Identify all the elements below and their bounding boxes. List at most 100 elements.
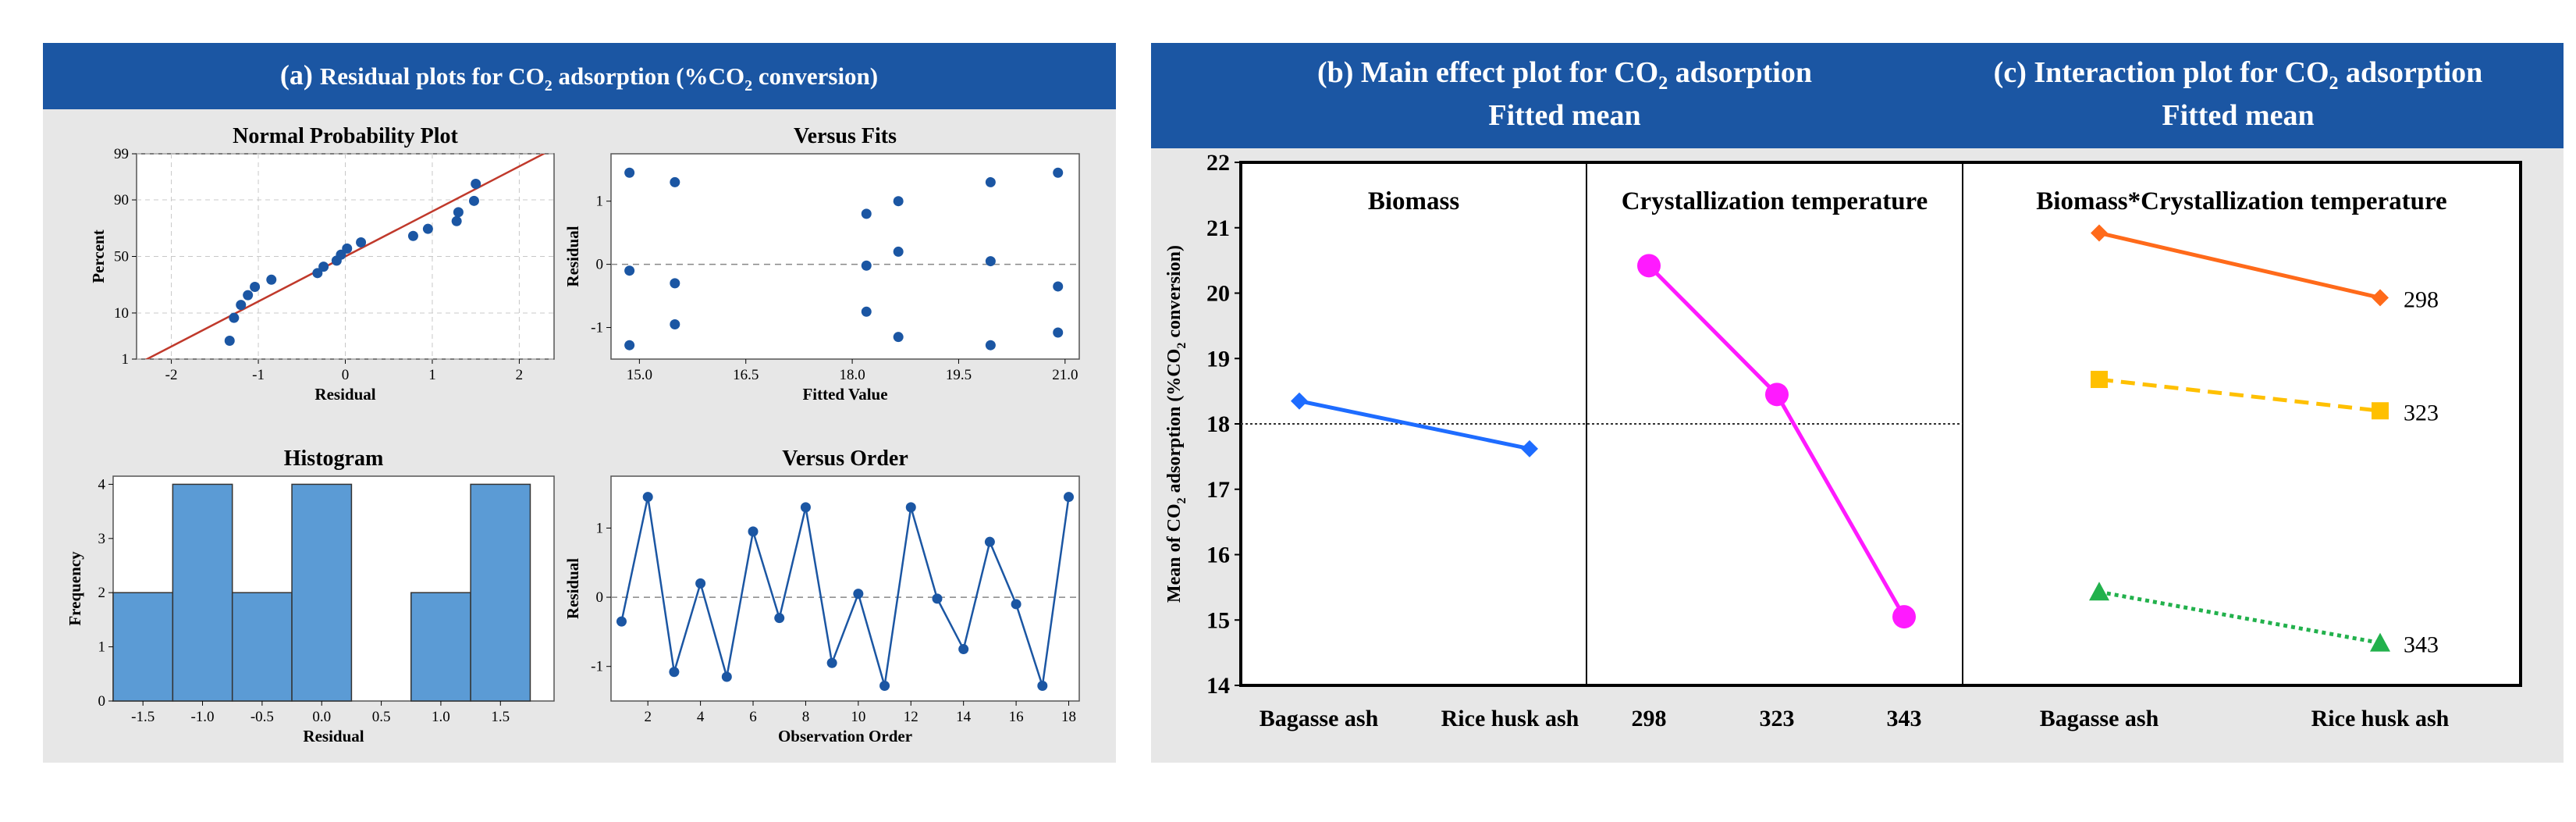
normal-xtick-label: -2	[165, 367, 178, 383]
normal-point	[342, 243, 353, 254]
histogram-ylabel: Frequency	[66, 551, 84, 626]
histogram-bar	[112, 592, 174, 702]
fits-point	[861, 260, 872, 271]
order-point	[642, 492, 653, 503]
interaction-series-label-298: 298	[2404, 286, 2439, 312]
fits-point	[861, 208, 872, 219]
histogram-bar	[291, 483, 353, 702]
panel-b-title-line2: Fitted mean	[1488, 99, 1640, 132]
interaction-series-label-323: 323	[2404, 400, 2439, 425]
interaction-series-line-298	[2098, 231, 2381, 300]
interaction-category-label: Bagasse ash	[2040, 706, 2159, 731]
order-ytick-label: 0	[596, 589, 604, 606]
biomass-effect-marker	[1291, 392, 1308, 410]
panel-c-title-line2: Fitted mean	[2162, 99, 2314, 132]
order-point	[826, 657, 837, 668]
normal_probability-title: Normal Probability Plot	[233, 124, 458, 148]
normal-xtick-label: 1	[428, 367, 436, 383]
main-effects-ylabel-part: 2	[1175, 343, 1189, 349]
order-point	[774, 613, 785, 624]
order-point	[984, 536, 995, 547]
normal-xtick-label: 2	[516, 367, 524, 383]
hist-ytick-label: 0	[98, 693, 106, 710]
hist-xtick-label: 1.0	[432, 709, 450, 725]
histogram-bar	[470, 483, 531, 702]
main-ytick-label: 17	[1206, 477, 1230, 503]
normal-point	[451, 215, 462, 226]
fits-point	[624, 167, 635, 178]
histogram-bar	[172, 483, 233, 702]
fits-ytick-label: -1	[591, 320, 603, 336]
normal-ytick-label: 99	[114, 146, 129, 162]
normal-point	[356, 237, 367, 247]
fits-point	[985, 340, 996, 351]
order-ytick-label: 1	[596, 520, 604, 536]
fits-point	[1053, 281, 1064, 292]
main-ytick-label: 22	[1206, 150, 1230, 176]
main-effects-ylabel: Mean of CO2 adsorption (%CO2 conversion)	[1164, 245, 1189, 603]
normal-point	[243, 290, 254, 301]
temperature-effect-marker	[1637, 254, 1661, 278]
fits-ytick-label: 0	[596, 257, 604, 273]
fits-point	[985, 176, 996, 187]
normal-point	[453, 207, 464, 218]
biomass-panel-title: Biomass	[1368, 187, 1460, 215]
histogram-bar	[410, 592, 471, 702]
fits-point	[670, 278, 680, 289]
normal_probability-xlabel: Residual	[314, 385, 375, 404]
biomass-effect-marker	[1521, 439, 1538, 457]
order-point	[1011, 599, 1022, 610]
fits-xtick-label: 15.0	[627, 367, 652, 383]
order-point	[669, 667, 680, 678]
biomass-category-label: Rice husk ash	[1441, 706, 1579, 731]
order-point	[748, 526, 759, 537]
order-point	[853, 589, 864, 600]
main-effects-ylabel-part: adsorption (%CO	[1164, 349, 1185, 498]
histogram-xlabel: Residual	[303, 727, 364, 745]
temperature-category-label: 323	[1760, 706, 1795, 731]
panel-bc-header	[1151, 43, 2564, 148]
fits-point	[893, 196, 904, 207]
fits-point	[861, 306, 872, 317]
interaction-marker-343	[2370, 632, 2390, 652]
versus_fits-ylabel: Residual	[563, 226, 582, 286]
fits-xtick-label: 18.0	[839, 367, 865, 383]
temperature-category-label: 343	[1887, 706, 1922, 731]
versus_order-plot-area	[610, 475, 1080, 702]
hist-ytick-label: 1	[98, 639, 106, 656]
versus_fits-chart: Versus Fits Fitted Value Residual 15.0 16.5 1…	[563, 124, 1080, 404]
temperature-effect-marker	[1765, 383, 1789, 407]
normal-point	[229, 312, 240, 323]
histogram-title: Histogram	[284, 447, 384, 471]
normal-ytick-label: 1	[122, 351, 130, 368]
biomass-category-label: Bagasse ash	[1260, 706, 1379, 731]
order-xtick-label: 6	[749, 709, 757, 725]
histogram-bar	[231, 592, 293, 702]
normal-point	[250, 282, 261, 293]
normal_probability-chart: Normal Probability Plot Residual Percent -2…	[89, 124, 555, 404]
panel-b-title-line1: (b) Main effect plot for CO2 adsorption	[1317, 56, 1812, 94]
interaction-marker-298	[2091, 224, 2108, 242]
versus_fits-plot-area	[610, 153, 1080, 360]
order-point	[721, 671, 732, 682]
fits-point	[624, 340, 635, 351]
order-xtick-label: 10	[851, 709, 865, 725]
order-ytick-label: -1	[591, 659, 603, 675]
main-effects-ylabel-part: Mean of CO	[1164, 504, 1185, 603]
main-ytick-label: 16	[1206, 543, 1230, 568]
temperature-effect-marker	[1892, 605, 1916, 629]
hist-ytick-label: 2	[98, 585, 106, 601]
fits-point	[893, 246, 904, 257]
hist-xtick-label: -1.0	[190, 709, 214, 725]
normal_probability-ylabel: Percent	[89, 230, 108, 283]
interaction-title: Biomass*Crystallization temperature	[2036, 187, 2446, 215]
versus_fits-title: Versus Fits	[794, 124, 897, 148]
temperature-category-label: 298	[1632, 706, 1667, 731]
hist-xtick-label: -0.5	[250, 709, 274, 725]
normal-ytick-label: 90	[114, 192, 129, 208]
interaction-marker-323	[2372, 402, 2389, 420]
normal-point	[224, 336, 235, 347]
fits-ytick-label: 1	[596, 194, 604, 210]
fits-point	[670, 176, 680, 187]
